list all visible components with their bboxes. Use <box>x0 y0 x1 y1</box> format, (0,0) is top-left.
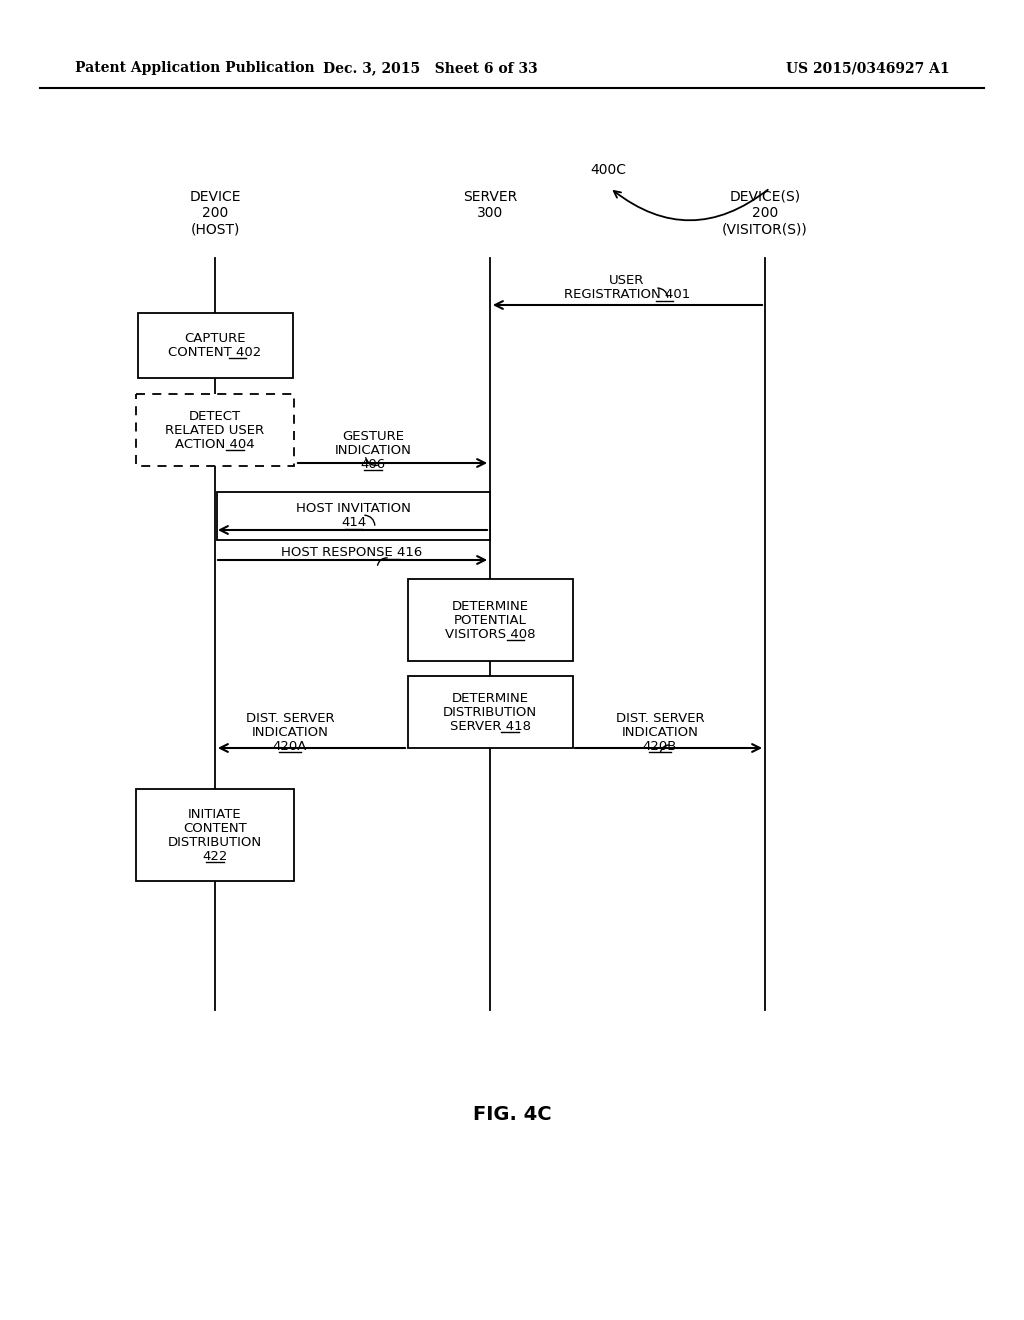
Text: GESTURE: GESTURE <box>342 429 404 442</box>
Text: SERVER
300: SERVER 300 <box>463 190 517 220</box>
Text: 400C: 400C <box>590 162 626 177</box>
Text: HOST RESPONSE 416: HOST RESPONSE 416 <box>282 546 423 560</box>
Text: 414: 414 <box>341 516 367 529</box>
Bar <box>408 579 572 661</box>
Text: SERVER 418: SERVER 418 <box>450 719 530 733</box>
Text: CONTENT 402: CONTENT 402 <box>168 346 261 359</box>
Text: DEVICE(S)
200
(VISITOR(S)): DEVICE(S) 200 (VISITOR(S)) <box>722 190 808 236</box>
Text: INITIATE: INITIATE <box>188 808 242 821</box>
Text: US 2015/0346927 A1: US 2015/0346927 A1 <box>786 61 950 75</box>
Bar <box>136 789 294 880</box>
FancyArrowPatch shape <box>378 558 387 565</box>
Text: RELATED USER: RELATED USER <box>166 424 264 437</box>
Text: VISITORS 408: VISITORS 408 <box>444 627 536 640</box>
Text: INDICATION: INDICATION <box>335 444 412 457</box>
FancyArrowPatch shape <box>657 288 668 297</box>
Text: DETERMINE: DETERMINE <box>452 692 528 705</box>
Text: FIG. 4C: FIG. 4C <box>473 1106 551 1125</box>
Text: DIST. SERVER: DIST. SERVER <box>615 711 705 725</box>
Text: POTENTIAL: POTENTIAL <box>454 614 526 627</box>
FancyArrowPatch shape <box>660 744 670 752</box>
Text: 422: 422 <box>203 850 227 862</box>
Text: DETERMINE: DETERMINE <box>452 599 528 612</box>
FancyArrowPatch shape <box>365 515 375 525</box>
Text: DIST. SERVER: DIST. SERVER <box>246 711 334 725</box>
Text: DISTRIBUTION: DISTRIBUTION <box>443 705 537 718</box>
Text: CONTENT: CONTENT <box>183 821 247 834</box>
Text: Dec. 3, 2015   Sheet 6 of 33: Dec. 3, 2015 Sheet 6 of 33 <box>323 61 538 75</box>
Text: 420A: 420A <box>272 739 307 752</box>
Text: 420B: 420B <box>643 739 677 752</box>
Text: HOST INVITATION: HOST INVITATION <box>296 503 411 516</box>
Text: INDICATION: INDICATION <box>252 726 329 738</box>
FancyArrowPatch shape <box>613 190 768 220</box>
Text: USER: USER <box>609 275 645 288</box>
Text: Patent Application Publication: Patent Application Publication <box>75 61 314 75</box>
Text: REGISTRATION 401: REGISTRATION 401 <box>564 289 690 301</box>
Bar <box>408 676 572 748</box>
FancyArrowPatch shape <box>366 458 377 466</box>
Text: CAPTURE: CAPTURE <box>184 331 246 345</box>
Text: DETECT: DETECT <box>189 409 241 422</box>
Text: 406: 406 <box>360 458 386 470</box>
Bar <box>137 313 293 378</box>
Text: INDICATION: INDICATION <box>622 726 698 738</box>
Text: DISTRIBUTION: DISTRIBUTION <box>168 836 262 849</box>
Bar <box>217 492 490 540</box>
Bar <box>136 393 294 466</box>
Text: DEVICE
200
(HOST): DEVICE 200 (HOST) <box>189 190 241 236</box>
Text: ACTION 404: ACTION 404 <box>175 437 255 450</box>
